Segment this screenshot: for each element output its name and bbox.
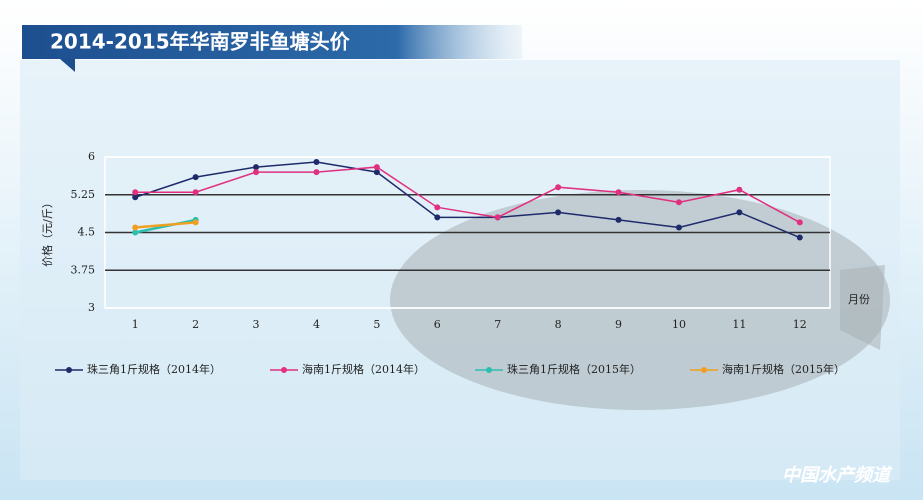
x-tick-label: 6 <box>434 318 441 331</box>
chart-title: 2014-2015年华南罗非鱼塘头价 <box>50 30 351 54</box>
data-point <box>796 219 803 226</box>
watermark: 中国水产频道 <box>782 465 893 486</box>
data-point <box>132 229 139 236</box>
data-point <box>675 199 682 206</box>
series-line <box>134 218 196 234</box>
data-point <box>132 194 139 201</box>
legend-marker <box>486 367 492 373</box>
legend-label: 珠三角1斤规格（2015年） <box>507 362 641 376</box>
data-point <box>555 209 562 216</box>
fish-illustration <box>390 190 890 410</box>
data-point <box>192 219 199 226</box>
data-point <box>373 164 380 171</box>
data-point <box>253 169 260 176</box>
y-tick-label: 6 <box>88 150 95 163</box>
x-tick-label: 2 <box>192 318 199 331</box>
legend-label: 海南1斤规格（2015年） <box>722 362 845 376</box>
x-tick-label: 5 <box>373 318 380 331</box>
data-point <box>373 169 380 176</box>
x-axis-label: 月份 <box>848 293 870 306</box>
data-point <box>796 234 803 241</box>
data-point <box>736 209 743 216</box>
data-point <box>494 214 501 221</box>
data-point <box>132 189 139 196</box>
x-tick-label: 3 <box>253 318 260 331</box>
data-point <box>675 224 682 231</box>
data-point <box>555 184 562 191</box>
data-point <box>615 216 622 223</box>
y-tick-label: 3 <box>88 301 95 314</box>
x-tick-label: 9 <box>615 318 622 331</box>
data-point <box>434 204 441 211</box>
data-point <box>434 214 441 221</box>
data-point <box>615 189 622 196</box>
legend-marker <box>701 367 707 373</box>
data-point <box>192 189 199 196</box>
legend-marker <box>66 367 72 373</box>
series-line <box>135 166 801 224</box>
data-point <box>253 164 260 171</box>
legend-marker <box>281 367 287 373</box>
y-axis-label: 价格（元/斤） <box>40 197 54 267</box>
title-banner <box>22 25 522 59</box>
y-tick-label: 4.5 <box>78 226 96 239</box>
x-tick-label: 8 <box>555 318 562 331</box>
x-tick-label: 11 <box>732 318 746 331</box>
fish-tail <box>840 265 885 350</box>
banner-tab <box>60 59 75 72</box>
x-tick-label: 4 <box>313 318 320 331</box>
series-line <box>135 221 196 229</box>
x-tick-label: 10 <box>672 318 686 331</box>
x-tick-label: 7 <box>494 318 501 331</box>
data-point <box>736 186 743 193</box>
series-line <box>134 161 801 239</box>
y-tick-label: 3.75 <box>71 263 96 276</box>
legend-label: 珠三角1斤规格（2014年） <box>87 362 221 376</box>
data-point <box>132 224 139 231</box>
y-tick-label: 5.25 <box>71 188 96 201</box>
x-tick-label: 12 <box>793 318 807 331</box>
legend-label: 海南1斤规格（2014年） <box>302 362 425 376</box>
data-point <box>192 174 199 181</box>
x-tick-label: 1 <box>132 318 139 331</box>
data-point <box>313 159 320 166</box>
data-point <box>313 169 320 176</box>
